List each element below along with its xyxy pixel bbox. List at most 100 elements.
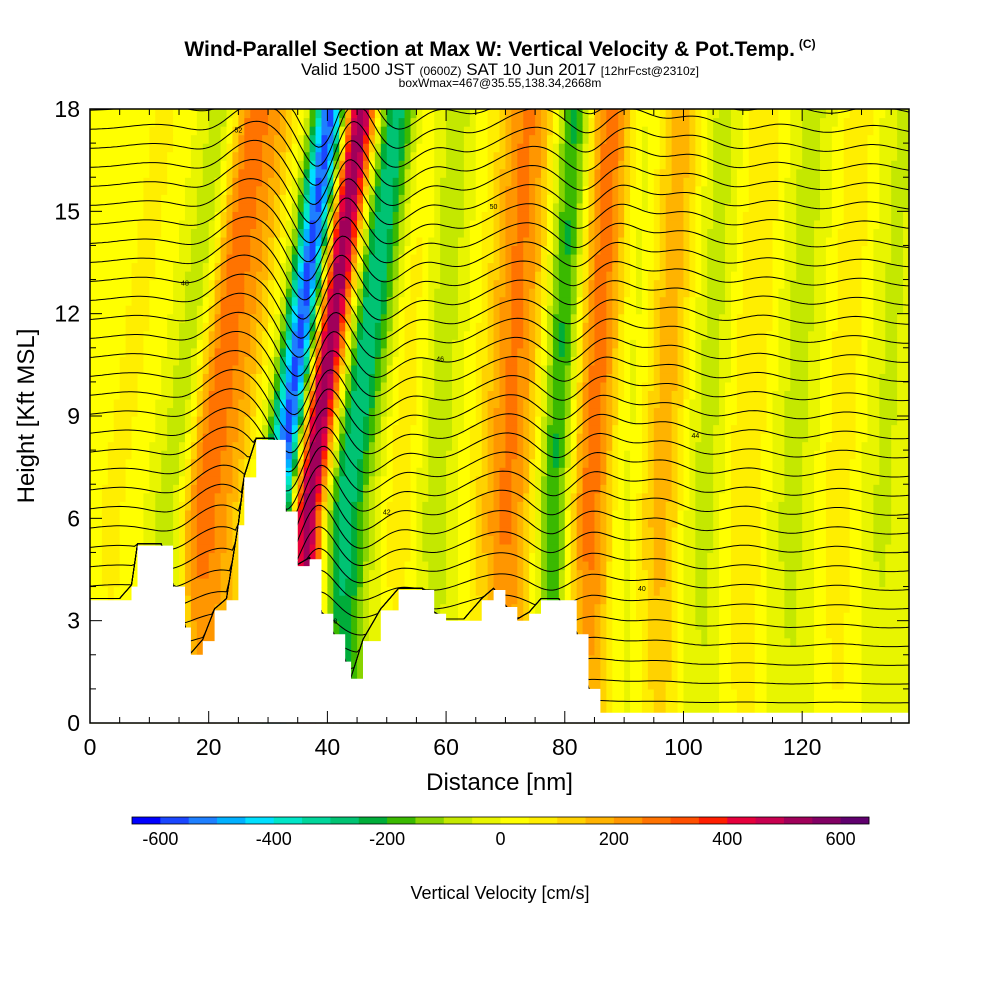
velocity-cell xyxy=(831,373,857,383)
velocity-cell xyxy=(600,671,607,681)
velocity-cell xyxy=(742,245,774,255)
velocity-cell xyxy=(481,219,495,229)
velocity-cell xyxy=(303,296,311,306)
velocity-cell xyxy=(665,569,673,579)
velocity-cell xyxy=(576,433,584,443)
velocity-cell xyxy=(511,492,524,502)
velocity-cell xyxy=(428,279,441,289)
velocity-cell xyxy=(695,245,702,255)
velocity-cell xyxy=(576,467,584,477)
velocity-cell xyxy=(808,339,821,349)
velocity-cell xyxy=(719,526,732,536)
velocity-cell xyxy=(677,407,685,417)
velocity-cell xyxy=(208,271,216,281)
velocity-cell xyxy=(790,637,797,647)
velocity-cell xyxy=(677,629,685,639)
velocity-cell xyxy=(339,458,346,468)
velocity-cell xyxy=(653,492,673,502)
velocity-cell xyxy=(143,330,168,340)
velocity-cell xyxy=(618,492,625,502)
velocity-cell xyxy=(606,373,613,383)
velocity-cell xyxy=(184,586,192,596)
velocity-cell xyxy=(772,262,785,272)
velocity-cell xyxy=(410,526,418,536)
velocity-cell xyxy=(155,398,174,409)
velocity-cell xyxy=(659,330,679,340)
velocity-cell xyxy=(351,390,370,400)
velocity-cell xyxy=(564,194,578,204)
velocity-cell xyxy=(570,364,578,374)
velocity-cell xyxy=(523,518,530,528)
velocity-cell xyxy=(273,245,281,255)
velocity-cell xyxy=(558,586,566,596)
velocity-cell xyxy=(618,194,625,204)
velocity-cell xyxy=(339,245,346,255)
velocity-cell xyxy=(535,407,542,417)
velocity-cell xyxy=(226,535,234,545)
velocity-cell xyxy=(232,509,239,519)
velocity-cell xyxy=(570,347,578,357)
velocity-cell xyxy=(594,262,613,272)
velocity-cell xyxy=(487,202,495,212)
velocity-cell xyxy=(564,398,572,409)
velocity-cell xyxy=(493,313,501,323)
velocity-cell xyxy=(576,441,584,451)
velocity-cell xyxy=(143,194,162,204)
velocity-cell xyxy=(683,569,696,579)
velocity-cell xyxy=(582,390,590,400)
velocity-cell xyxy=(535,305,542,315)
velocity-cell xyxy=(511,279,524,289)
velocity-cell xyxy=(321,296,328,306)
velocity-cell xyxy=(309,381,317,392)
velocity-cell xyxy=(190,543,198,554)
velocity-cell xyxy=(576,339,584,349)
velocity-cell xyxy=(683,603,696,613)
velocity-cell xyxy=(576,305,584,315)
velocity-cell xyxy=(653,578,667,588)
velocity-cell xyxy=(434,288,459,298)
velocity-cell xyxy=(386,501,412,511)
velocity-cell xyxy=(196,390,204,400)
velocity-cell xyxy=(523,509,530,519)
velocity-cell xyxy=(897,322,910,332)
velocity-cell xyxy=(695,450,714,460)
forecast-tag: [12hrFcst@2310z] xyxy=(600,64,699,78)
velocity-cell xyxy=(505,228,518,238)
velocity-cell xyxy=(262,296,269,306)
velocity-cell xyxy=(612,637,625,647)
velocity-cell xyxy=(831,424,857,434)
velocity-cell xyxy=(196,347,204,357)
velocity-cell xyxy=(677,373,685,383)
velocity-cell xyxy=(386,578,406,588)
velocity-cell xyxy=(155,492,174,502)
velocity-cell xyxy=(677,356,685,366)
velocity-cell xyxy=(374,381,382,392)
velocity-cell xyxy=(208,407,228,417)
velocity-cell xyxy=(475,373,483,383)
velocity-cell xyxy=(683,595,696,605)
velocity-cell xyxy=(196,620,216,630)
velocity-cell xyxy=(511,330,524,340)
velocity-cell xyxy=(546,356,554,366)
velocity-cell xyxy=(861,492,874,502)
velocity-cell xyxy=(220,475,234,485)
velocity-cell xyxy=(363,288,370,298)
velocity-cell xyxy=(552,313,572,323)
velocity-cell xyxy=(279,330,287,340)
velocity-cell xyxy=(903,236,910,247)
velocity-cell xyxy=(606,381,613,392)
velocity-cell xyxy=(202,356,210,366)
velocity-cell xyxy=(600,450,607,460)
velocity-cell xyxy=(594,313,607,323)
velocity-cell xyxy=(766,518,780,528)
velocity-cell xyxy=(600,381,607,392)
velocity-cell xyxy=(861,347,869,357)
velocity-cell xyxy=(665,219,685,229)
velocity-cell xyxy=(113,407,139,417)
velocity-cell xyxy=(113,595,145,605)
velocity-cell xyxy=(499,526,512,536)
velocity-cell xyxy=(606,339,613,349)
velocity-cell xyxy=(867,398,880,409)
velocity-cell xyxy=(784,271,797,281)
velocity-cell xyxy=(588,279,596,289)
